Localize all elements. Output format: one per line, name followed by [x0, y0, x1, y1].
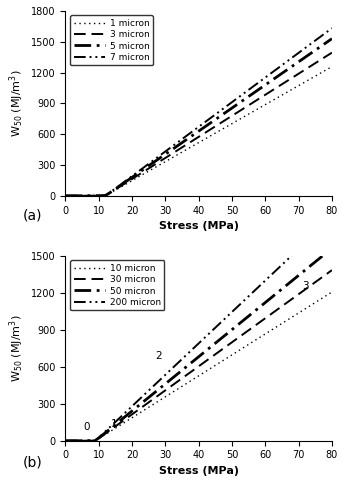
1 micron — [63, 193, 68, 199]
30 micron — [322, 273, 326, 279]
3 micron — [330, 50, 334, 56]
200 micron — [186, 351, 190, 356]
7 micron — [330, 25, 334, 31]
Line: 5 micron: 5 micron — [66, 39, 332, 196]
7 micron — [63, 193, 68, 199]
10 micron — [63, 438, 68, 444]
1 micron — [186, 146, 190, 152]
3 micron — [63, 193, 68, 199]
Line: 200 micron: 200 micron — [66, 218, 332, 441]
50 micron — [273, 292, 277, 298]
X-axis label: Stress (MPa): Stress (MPa) — [159, 466, 239, 476]
5 micron — [186, 136, 190, 142]
X-axis label: Stress (MPa): Stress (MPa) — [159, 221, 239, 231]
1 micron — [193, 142, 197, 148]
50 micron — [322, 252, 326, 257]
Line: 30 micron: 30 micron — [66, 270, 332, 441]
10 micron — [193, 375, 197, 381]
5 micron — [193, 131, 197, 137]
1 micron — [77, 193, 81, 199]
Line: 10 micron: 10 micron — [66, 292, 332, 441]
7 micron — [193, 127, 197, 132]
Text: 3: 3 — [302, 281, 308, 291]
3 micron — [273, 85, 277, 91]
5 micron — [322, 41, 326, 47]
5 micron — [330, 36, 334, 42]
5 micron — [77, 193, 81, 199]
1 micron — [273, 96, 277, 102]
30 micron — [77, 438, 81, 444]
10 micron — [273, 325, 277, 330]
30 micron — [63, 438, 68, 444]
30 micron — [273, 308, 277, 314]
Text: (b): (b) — [23, 455, 42, 469]
Legend: 1 micron, 3 micron, 5 micron, 7 micron: 1 micron, 3 micron, 5 micron, 7 micron — [70, 15, 153, 66]
3 micron — [193, 136, 197, 142]
5 micron — [273, 75, 277, 81]
30 micron — [193, 366, 197, 372]
50 micron — [322, 252, 326, 257]
30 micron — [186, 371, 190, 377]
10 micron — [186, 380, 190, 385]
Text: (a): (a) — [23, 209, 42, 223]
200 micron — [193, 344, 197, 350]
Line: 50 micron: 50 micron — [66, 248, 332, 441]
10 micron — [330, 289, 334, 295]
Y-axis label: W$_{50}$ (MJ/m$^3$): W$_{50}$ (MJ/m$^3$) — [7, 314, 26, 382]
5 micron — [63, 193, 68, 199]
50 micron — [193, 357, 197, 363]
3 micron — [322, 55, 326, 60]
200 micron — [273, 268, 277, 274]
200 micron — [322, 222, 326, 228]
3 micron — [186, 141, 190, 146]
7 micron — [77, 193, 81, 199]
50 micron — [63, 438, 68, 444]
3 micron — [77, 193, 81, 199]
200 micron — [322, 222, 326, 228]
200 micron — [330, 215, 334, 221]
Line: 1 micron: 1 micron — [66, 67, 332, 196]
7 micron — [322, 31, 326, 37]
Text: 1: 1 — [110, 419, 117, 429]
200 micron — [77, 438, 81, 444]
7 micron — [322, 31, 326, 37]
10 micron — [77, 438, 81, 444]
7 micron — [273, 67, 277, 73]
50 micron — [77, 438, 81, 444]
30 micron — [322, 273, 326, 279]
Legend: 10 micron, 30 micron, 50 micron, 200 micron: 10 micron, 30 micron, 50 micron, 200 mic… — [70, 260, 165, 311]
Line: 7 micron: 7 micron — [66, 28, 332, 196]
50 micron — [186, 363, 190, 369]
1 micron — [330, 64, 334, 70]
10 micron — [322, 294, 326, 300]
10 micron — [322, 294, 326, 300]
3 micron — [322, 55, 326, 60]
200 micron — [63, 438, 68, 444]
Y-axis label: W$_{50}$ (MJ/m$^3$): W$_{50}$ (MJ/m$^3$) — [7, 70, 26, 137]
5 micron — [322, 41, 326, 47]
Text: 0: 0 — [84, 422, 90, 432]
1 micron — [322, 68, 326, 74]
Text: 2: 2 — [155, 352, 162, 361]
1 micron — [322, 68, 326, 74]
Line: 3 micron: 3 micron — [66, 53, 332, 196]
7 micron — [186, 132, 190, 138]
30 micron — [330, 267, 334, 273]
50 micron — [330, 245, 334, 251]
